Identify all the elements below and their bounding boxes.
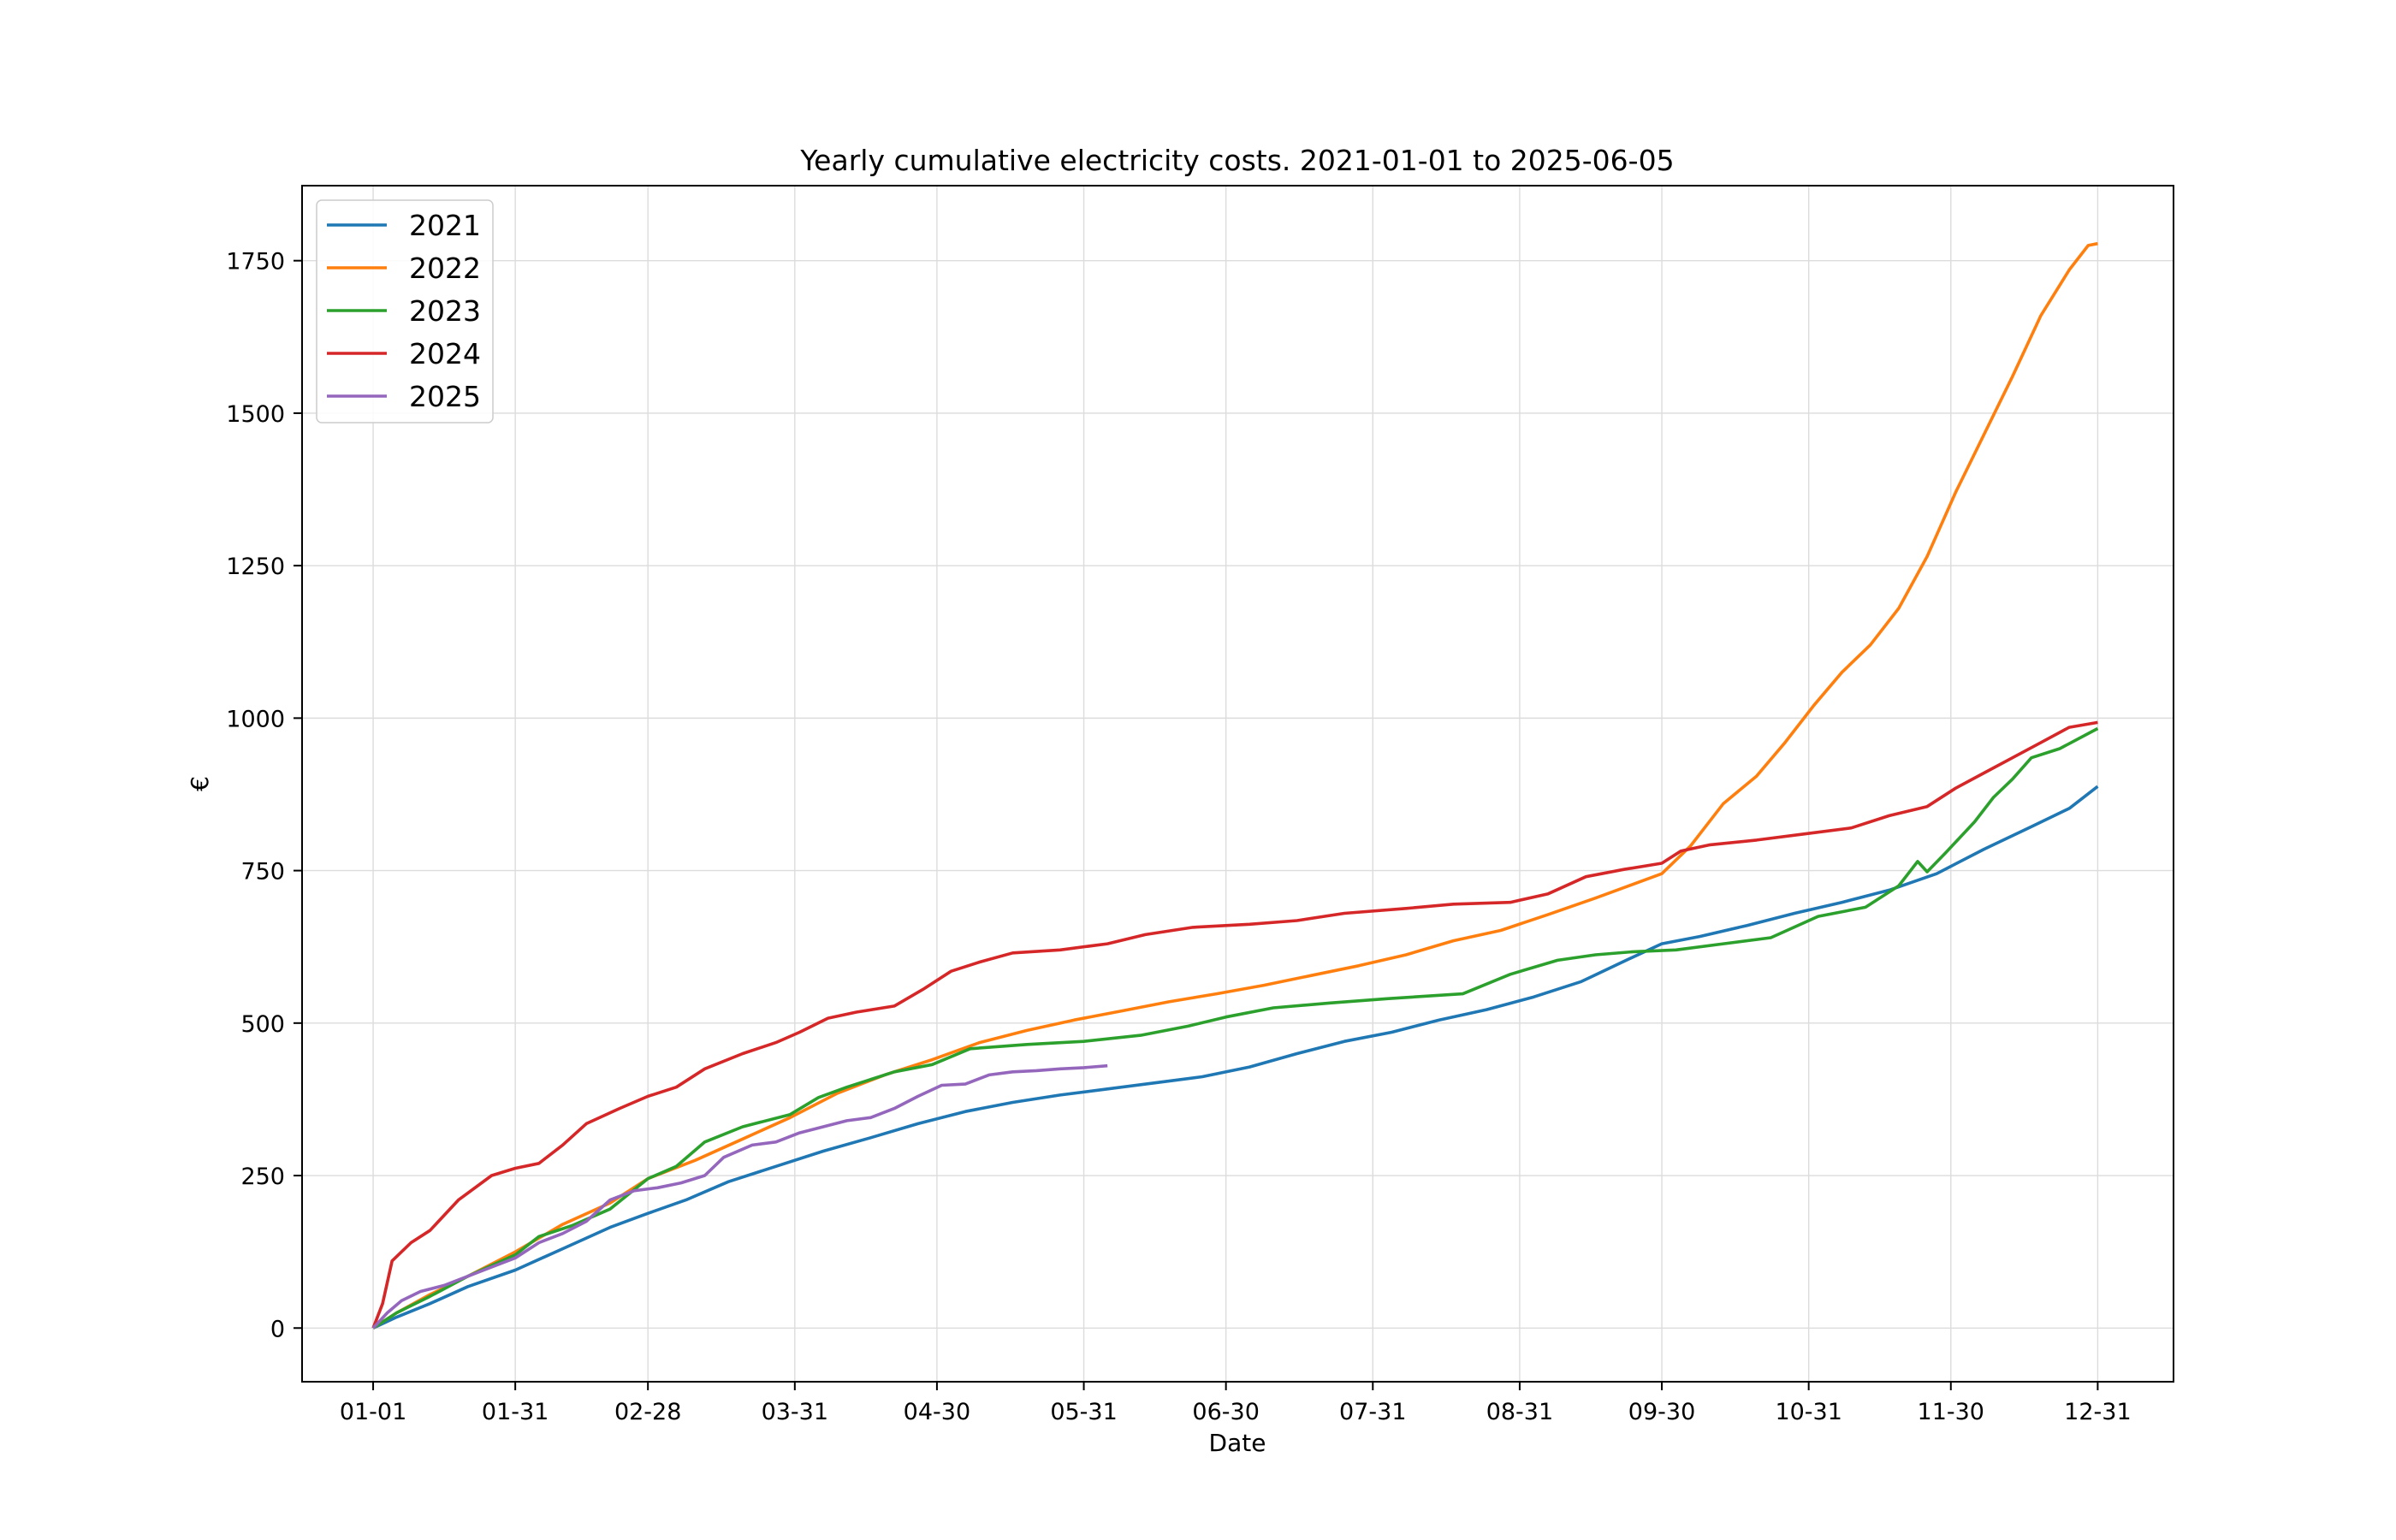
legend-label-2024: 2024 [409,337,481,370]
x-tick-label: 12-31 [2064,1399,2131,1425]
x-tick-label: 06-30 [1192,1399,1259,1425]
legend-label-2023: 2023 [409,294,481,328]
legend-box [316,199,494,424]
y-tick-label: 750 [240,859,285,886]
legend-label-2025: 2025 [409,380,481,413]
series-lines [371,241,2099,1330]
x-tick-label: 03-31 [762,1399,828,1425]
x-tick-label: 11-30 [1918,1399,1984,1425]
x-tick-label: 02-28 [614,1399,681,1425]
y-tick-label: 1500 [226,401,285,428]
legend: 2021 2022 2023 2024 2025 [316,199,494,424]
chart-title: Yearly cumulative electricity costs. 202… [799,144,1674,177]
x-tick-label: 08-31 [1486,1399,1553,1425]
y-tick-label: 250 [240,1164,285,1190]
y-tick-label: 1000 [226,706,285,732]
series-line-2021 [372,785,2099,1330]
y-tick-label: 0 [270,1316,285,1342]
y-tick-label: 1750 [226,249,285,275]
x-tick-label: 05-31 [1050,1399,1117,1425]
x-tick-label: 01-31 [482,1399,549,1425]
legend-label-2021: 2021 [409,209,481,242]
y-tick-label: 500 [240,1011,285,1038]
y-tick-label: 1250 [226,554,285,580]
x-tick-label: 01-01 [340,1399,406,1425]
x-axis-label: Date [1209,1429,1266,1457]
series-line-2024 [371,720,2098,1329]
x-tick-label: 07-31 [1339,1399,1406,1425]
y-axis-label: € [186,776,214,791]
x-axis-ticks: 01-01 01-31 02-28 03-31 04-30 05-31 06-30 07-31… [340,1382,2132,1425]
y-axis-ticks: 0 250 500 750 1000 1250 1500 1750 [226,249,302,1342]
legend-label-2022: 2022 [409,252,481,285]
x-tick-label: 10-31 [1775,1399,1841,1425]
x-tick-label: 04-30 [904,1399,970,1425]
series-line-2025 [371,1063,1108,1330]
plot-frame [301,185,2174,1383]
grid [302,186,2174,1382]
x-tick-label: 09-30 [1628,1399,1695,1425]
